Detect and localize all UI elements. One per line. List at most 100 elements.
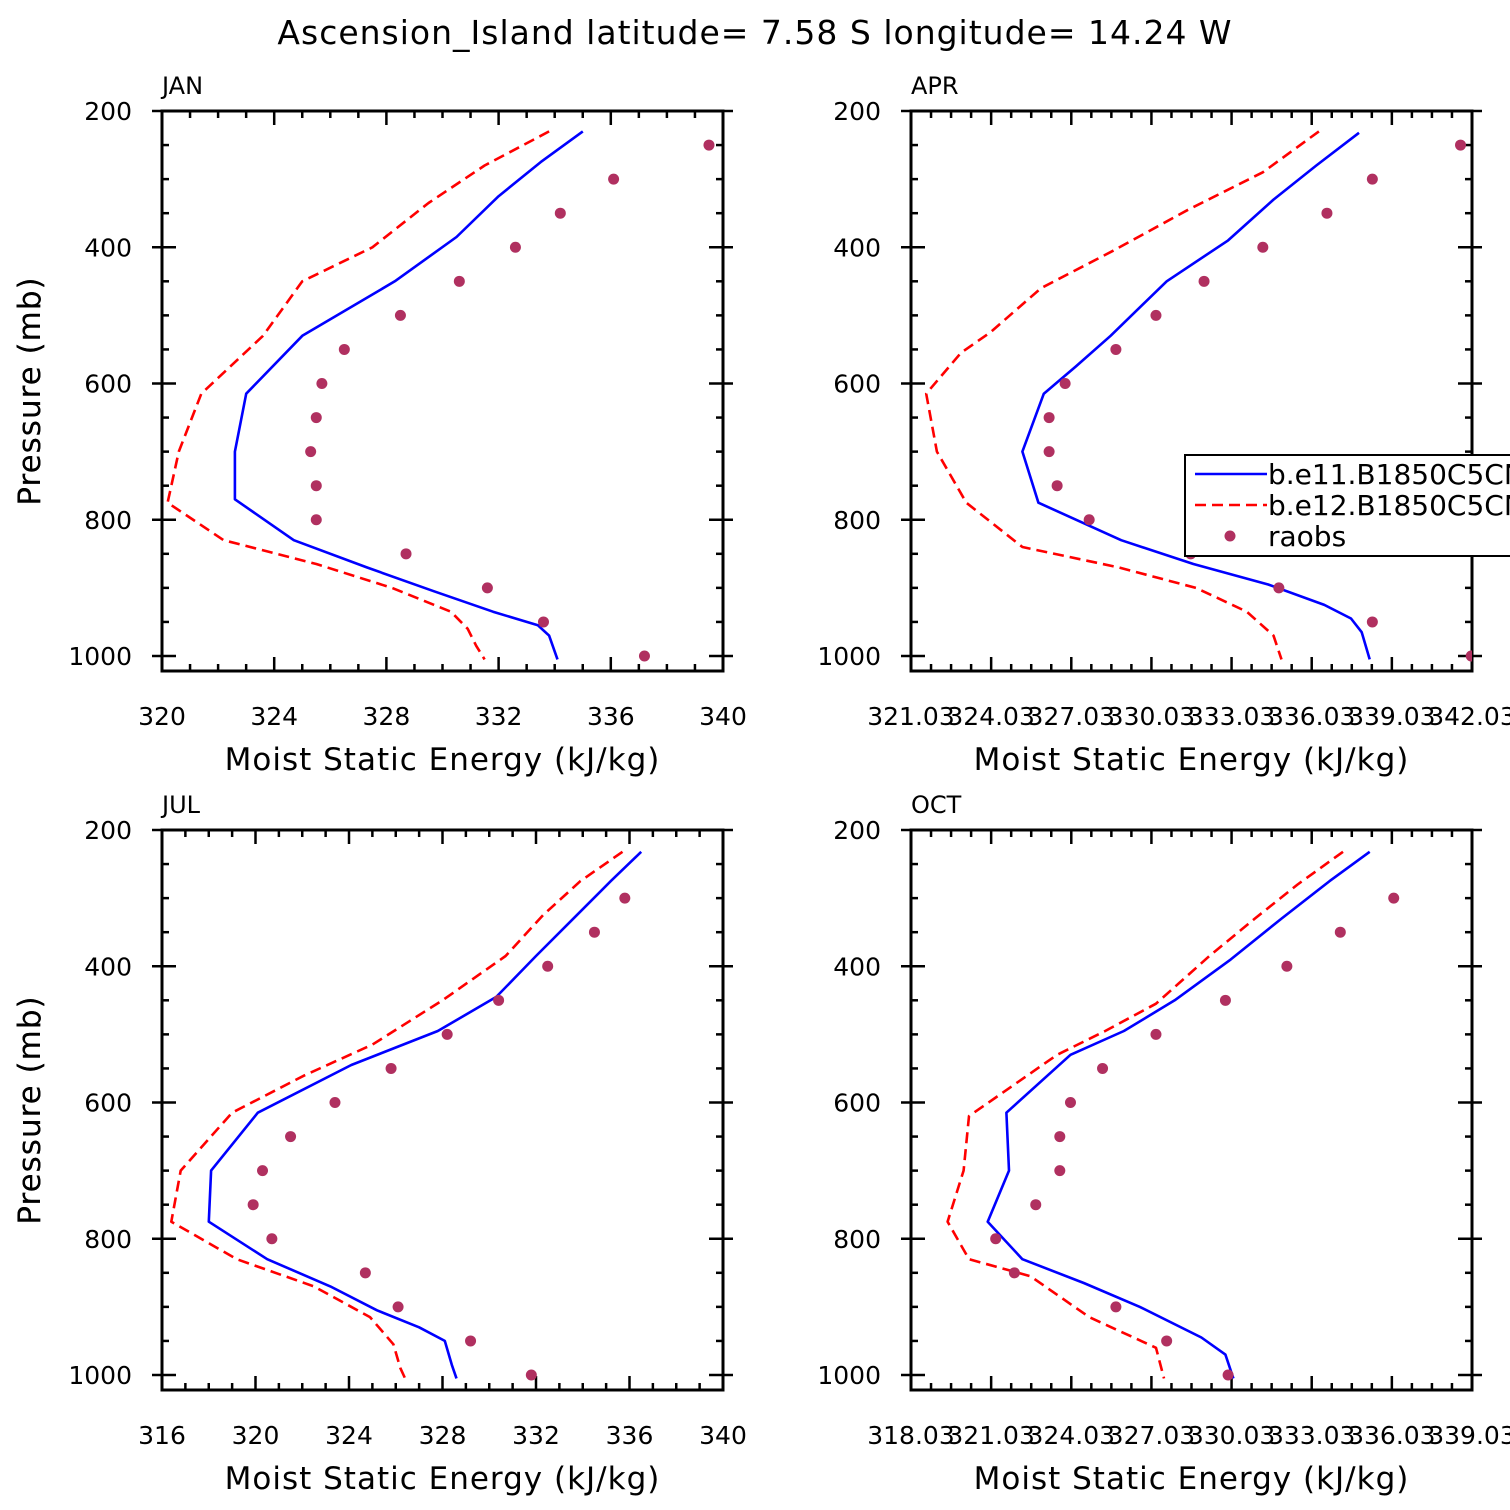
raobs-point [1030,1199,1042,1211]
x-tick-label: 327.03 [1028,702,1115,731]
raobs-point [1334,926,1346,938]
legend-marker [1224,530,1236,542]
raobs-point [1455,139,1467,151]
panel-oct: OCT 200 400 600 800 1000 318.03321.03324.03327… [12,791,1510,1497]
raobs-point [1110,343,1122,355]
series-line-e12 [946,850,1344,1379]
raobs-point [441,1028,453,1040]
raobs-point [453,275,465,287]
raobs-point [525,1369,537,1381]
y-tick-label: 800 [833,1225,881,1254]
x-tick-label: 321.03 [947,1421,1034,1450]
raobs-point [338,343,350,355]
raobs-point [400,548,412,560]
x-tick-label: 318.03 [867,1421,954,1450]
series-line-e11 [233,130,584,660]
x-tick-label: 324.03 [947,702,1034,731]
panel-label: JUL [160,791,201,819]
y-tick-label: 200 [84,816,132,845]
raobs-point [1008,1267,1020,1279]
y-axis-title: Pressure (mb) [12,276,48,505]
plot-frame [909,828,1474,1392]
x-axis-title: Moist Static Energy (kJ/kg) [974,1461,1410,1497]
raobs-point [257,1165,269,1177]
raobs-point [1366,173,1378,185]
raobs-point [1043,446,1055,458]
x-tick-label: 324 [250,702,298,731]
y-tick-label: 600 [833,1089,881,1118]
x-tick-label: 327.03 [1108,1421,1195,1450]
x-axis-title: Moist Static Energy (kJ/kg) [225,1461,661,1497]
y-tick-label: 200 [833,97,881,126]
raobs-point [1281,960,1293,972]
legend-label: raobs [1268,520,1346,553]
raobs-point [266,1233,278,1245]
raobs-point [1054,1165,1066,1177]
raobs-point [1366,616,1378,628]
raobs-point [990,1233,1002,1245]
raobs-point [1150,309,1162,321]
x-tick-label: 340 [699,702,747,731]
x-tick-label: 339.03 [1428,1421,1510,1450]
raobs-point [359,1267,371,1279]
y-tick-label: 1000 [68,642,132,671]
y-tick-label: 800 [84,1225,132,1254]
x-tick-label: 324.03 [1028,1421,1115,1450]
x-tick-label: 336.03 [1348,1421,1435,1450]
raobs-point [1083,514,1095,526]
raobs-point [310,412,322,424]
raobs-point [638,650,650,662]
raobs-point [703,139,715,151]
x-tick-label: 330.03 [1188,1421,1275,1450]
raobs-point [310,514,322,526]
raobs-point [329,1097,341,1108]
figure-title: Ascension_Island latitude= 7.58 S longit… [277,13,1232,52]
x-tick-label: 332 [475,702,523,731]
series-line-e12 [170,850,624,1379]
plot-frame [160,828,725,1392]
raobs-point [1043,412,1055,424]
raobs-point [316,378,328,389]
y-tick-label: 400 [833,952,881,981]
y-tick-label: 800 [84,506,132,535]
data-layer [166,130,715,662]
raobs-point [1051,480,1063,492]
raobs-point [1273,582,1285,594]
series-line-e11 [986,850,1371,1379]
x-axis-title: Moist Static Energy (kJ/kg) [974,742,1410,778]
raobs-point [305,446,317,458]
y-axis-title: Pressure (mb) [12,995,48,1224]
raobs-point [1198,275,1210,287]
raobs-point [1257,241,1269,253]
raobs-point [310,480,322,492]
raobs-point [554,207,566,219]
x-tick-label: 333.03 [1188,702,1275,731]
x-tick-label: 316 [138,1421,186,1450]
y-axis-title: Pressure (mb) [12,276,48,505]
panel-label: JAN [160,72,203,100]
raobs-point [1219,994,1231,1006]
x-tick-label: 336 [587,702,635,731]
x-tick-label: 342.03 [1428,702,1510,731]
series-line-e11 [1021,131,1371,660]
raobs-point [1321,207,1333,219]
raobs-point [481,582,493,594]
series-line-e12 [924,130,1320,660]
y-tick-label: 400 [84,233,132,262]
raobs-point [509,241,521,253]
raobs-point [1064,1097,1076,1108]
raobs-point [1150,1028,1162,1040]
raobs-point [1097,1062,1109,1074]
series-line-e12 [166,130,550,661]
raobs-point [1059,378,1071,389]
y-tick-label: 600 [84,370,132,399]
raobs-point [608,173,620,185]
panel-apr: APR 200 400 600 800 1000 321.03324.03327.03330… [12,72,1510,778]
raobs-point [1110,1301,1122,1313]
panel-label: APR [911,72,959,100]
panel-jul: JUL 200 400 600 800 1000 316 320 324 328 332 336 340… [12,791,747,1497]
raobs-point [619,892,631,904]
x-tick-label: 333.03 [1268,1421,1355,1450]
